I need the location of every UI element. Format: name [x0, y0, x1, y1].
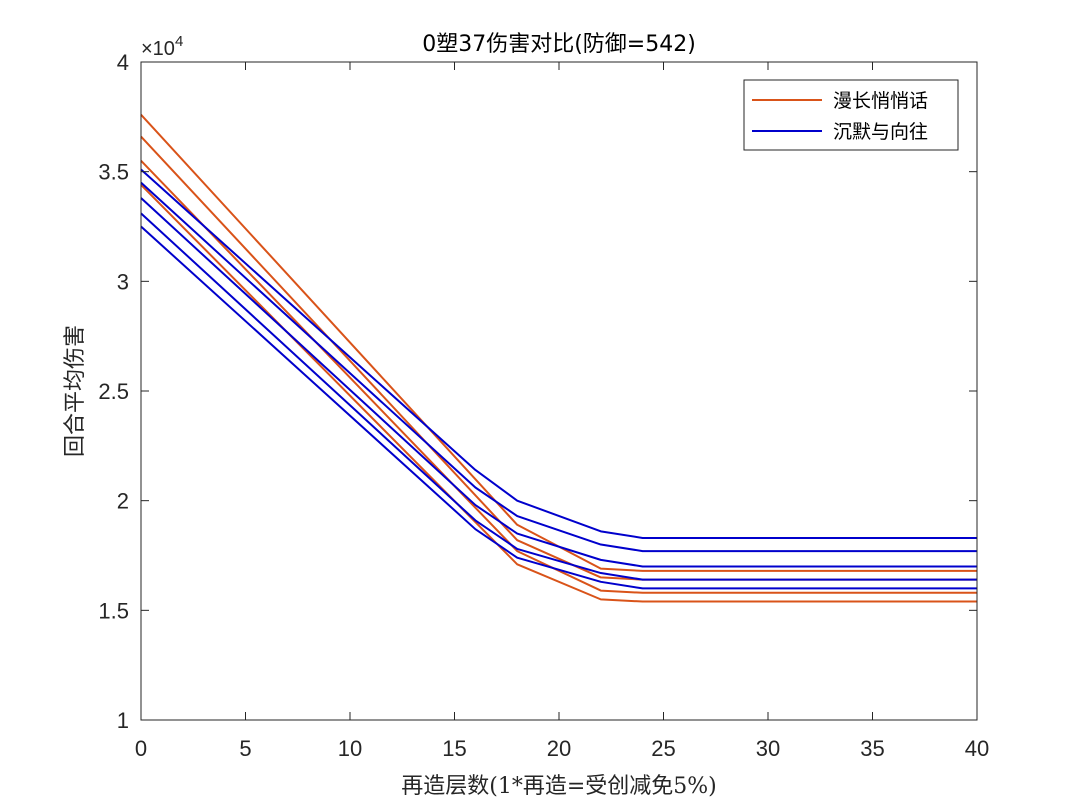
- series-line-6: [140, 197, 977, 568]
- plot-area: [141, 62, 977, 720]
- series-line-7: [140, 212, 977, 581]
- legend-box: [743, 79, 959, 151]
- y-tick-label-4: 3: [117, 269, 129, 294]
- series-line-3: [140, 184, 977, 603]
- series-layer: [140, 113, 977, 603]
- legend: 漫长悄悄话 沉默与向往: [743, 79, 959, 151]
- series-line-2: [140, 160, 977, 594]
- y-tick-label-5: 3.5: [98, 160, 129, 185]
- legend-label-0: 漫长悄悄话: [833, 90, 928, 112]
- x-axis-label: 再造层数(1*再造=受创减免5%): [401, 774, 717, 799]
- y-tick-label-2: 2: [117, 489, 129, 514]
- x-tick-label-2: 10: [338, 736, 362, 761]
- x-tick-label-8: 40: [965, 736, 989, 761]
- x-tick-label-5: 25: [651, 736, 675, 761]
- legend-label-1: 沉默与向往: [833, 121, 928, 143]
- y-tick-label-1: 1.5: [98, 598, 129, 623]
- series-line-0: [140, 113, 977, 572]
- x-tick-label-6: 30: [756, 736, 780, 761]
- y-tick-label-3: 2.5: [98, 379, 129, 404]
- y-axis-exponent: ×104: [141, 33, 183, 60]
- x-tick-label-0: 0: [135, 736, 147, 761]
- x-tick-label-7: 35: [860, 736, 884, 761]
- x-tick-label-4: 20: [547, 736, 571, 761]
- y-tick-label-6: 4: [117, 50, 129, 75]
- y-axis-label: 回合平均伤害: [63, 325, 88, 457]
- series-line-8: [140, 225, 977, 590]
- x-tick-labels: 0 5 10 15 20 25 30 35 40: [135, 736, 989, 761]
- series-line-5: [140, 181, 977, 553]
- y-tick-label-0: 1: [117, 708, 129, 733]
- axes-box: [140, 61, 978, 721]
- x-tick-label-1: 5: [239, 736, 251, 761]
- series-line-4: [140, 168, 977, 539]
- chart-title: 0塑37伤害对比(防御=542): [422, 32, 696, 57]
- y-tick-labels: 1 1.5 2 2.5 3 3.5 4: [98, 50, 129, 733]
- x-tick-label-3: 15: [442, 736, 466, 761]
